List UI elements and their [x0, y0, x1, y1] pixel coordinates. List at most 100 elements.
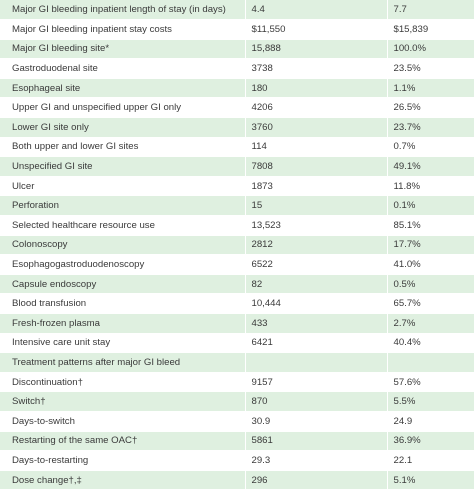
row-value: 10,444 — [244, 293, 387, 314]
row-value: 82 — [244, 274, 387, 295]
row-value: 15,888 — [244, 39, 387, 60]
row-label: Esophagogastroduodenoscopy — [0, 254, 245, 275]
table-row: Capsule endoscopy 82 0.5% — [0, 274, 474, 295]
table-row: Major GI bleeding site* 15,888 100.0% — [0, 39, 474, 60]
row-value: 5861 — [244, 431, 387, 452]
row-percent: 100.0% — [386, 39, 474, 60]
row-percent: 40.4% — [386, 333, 474, 354]
table-row: Both upper and lower GI sites 114 0.7% — [0, 137, 474, 158]
row-percent: 5.1% — [386, 470, 474, 490]
row-percent: 26.5% — [386, 97, 474, 119]
row-value: 7808 — [244, 156, 387, 177]
row-percent: 49.1% — [386, 156, 474, 177]
row-percent: 22.1 — [386, 450, 474, 471]
table-row: Colonoscopy 2812 17.7% — [0, 235, 474, 256]
table-row: Gastroduodenal site 3738 23.5% — [0, 58, 474, 79]
row-value: 15 — [244, 195, 387, 217]
row-value: 433 — [244, 313, 387, 334]
row-percent: 17.7% — [386, 235, 474, 256]
row-label: Discontinuation† — [0, 372, 245, 393]
table-row: Switch† 870 5.5% — [0, 391, 474, 412]
row-label: Treatment patterns after major GI bleed — [0, 352, 245, 373]
table-row: Upper GI and unspecified upper GI only 42… — [0, 97, 474, 119]
table-row: Ulcer 1873 11.8% — [0, 176, 474, 197]
row-percent: 0.7% — [386, 137, 474, 158]
row-value: 13,523 — [244, 215, 387, 236]
table-row: Esophageal site 180 1.1% — [0, 78, 474, 99]
row-percent: 11.8% — [386, 176, 474, 197]
table-row: Unspecified GI site 7808 49.1% — [0, 156, 474, 177]
row-label: Major GI bleeding site* — [0, 39, 245, 60]
row-percent: 0.1% — [386, 195, 474, 217]
row-value: 29.3 — [244, 450, 387, 471]
row-label: Days-to-switch — [0, 411, 245, 432]
row-percent: 65.7% — [386, 293, 474, 314]
row-label: Capsule endoscopy — [0, 274, 245, 295]
row-value: 3738 — [244, 58, 387, 79]
row-label: Restarting of the same OAC† — [0, 431, 245, 452]
row-label: Switch† — [0, 391, 245, 412]
row-percent: 24.9 — [386, 411, 474, 432]
row-label: Lower GI site only — [0, 117, 245, 138]
row-label: Major GI bleeding inpatient length of st… — [0, 0, 245, 21]
row-value: 6522 — [244, 254, 387, 275]
row-percent: $15,839 — [386, 19, 474, 40]
table-row: Dose change†,‡ 296 5.1% — [0, 470, 474, 490]
row-value: 296 — [244, 470, 387, 490]
row-percent: 5.5% — [386, 391, 474, 412]
row-label: Gastroduodenal site — [0, 58, 245, 79]
table-row: Blood transfusion 10,444 65.7% — [0, 293, 474, 314]
row-value — [244, 352, 387, 373]
table-row: Discontinuation† 9157 57.6% — [0, 372, 474, 393]
row-label: Selected healthcare resource use — [0, 215, 245, 236]
row-percent: 23.5% — [386, 58, 474, 79]
row-label: Fresh-frozen plasma — [0, 313, 245, 334]
row-value: 870 — [244, 391, 387, 412]
row-value: 3760 — [244, 117, 387, 138]
row-value: 2812 — [244, 235, 387, 256]
row-percent: 2.7% — [386, 313, 474, 334]
row-value: 9157 — [244, 372, 387, 393]
row-label: Ulcer — [0, 176, 245, 197]
row-value: 180 — [244, 78, 387, 99]
row-label: Esophageal site — [0, 78, 245, 99]
row-percent: 23.7% — [386, 117, 474, 138]
row-label: Days-to-restarting — [0, 450, 245, 471]
table-row: Perforation 15 0.1% — [0, 195, 474, 217]
table-row: Major GI bleeding inpatient length of st… — [0, 0, 474, 21]
row-percent: 85.1% — [386, 215, 474, 236]
row-value: 4206 — [244, 97, 387, 119]
row-value: 4.4 — [244, 0, 387, 21]
table-row: Major GI bleeding inpatient stay costs $1… — [0, 19, 474, 40]
table-row: Selected healthcare resource use 13,523 85… — [0, 215, 474, 236]
table-row: Treatment patterns after major GI bleed — [0, 352, 474, 373]
row-label: Major GI bleeding inpatient stay costs — [0, 19, 245, 40]
table-row: Intensive care unit stay 6421 40.4% — [0, 333, 474, 354]
row-value: 1873 — [244, 176, 387, 197]
table-row: Days-to-restarting 29.3 22.1 — [0, 450, 474, 471]
row-label: Blood transfusion — [0, 293, 245, 314]
table-row: Fresh-frozen plasma 433 2.7% — [0, 313, 474, 334]
row-percent: 57.6% — [386, 372, 474, 393]
table-row: Days-to-switch 30.9 24.9 — [0, 411, 474, 432]
row-value: 114 — [244, 137, 387, 158]
row-label: Upper GI and unspecified upper GI only — [0, 97, 245, 119]
row-percent: 41.0% — [386, 254, 474, 275]
row-label: Colonoscopy — [0, 235, 245, 256]
row-value: $11,550 — [244, 19, 387, 40]
table-row: Lower GI site only 3760 23.7% — [0, 117, 474, 138]
row-percent — [386, 352, 474, 373]
row-label: Both upper and lower GI sites — [0, 137, 245, 158]
table-row: Esophagogastroduodenoscopy 6522 41.0% — [0, 254, 474, 275]
row-percent: 0.5% — [386, 274, 474, 295]
row-percent: 7.7 — [386, 0, 474, 21]
row-value: 30.9 — [244, 411, 387, 432]
row-label: Perforation — [0, 195, 245, 217]
row-value: 6421 — [244, 333, 387, 354]
table-row: Restarting of the same OAC† 5861 36.9% — [0, 431, 474, 452]
row-percent: 1.1% — [386, 78, 474, 99]
row-label: Unspecified GI site — [0, 156, 245, 177]
row-label: Dose change†,‡ — [0, 470, 245, 490]
